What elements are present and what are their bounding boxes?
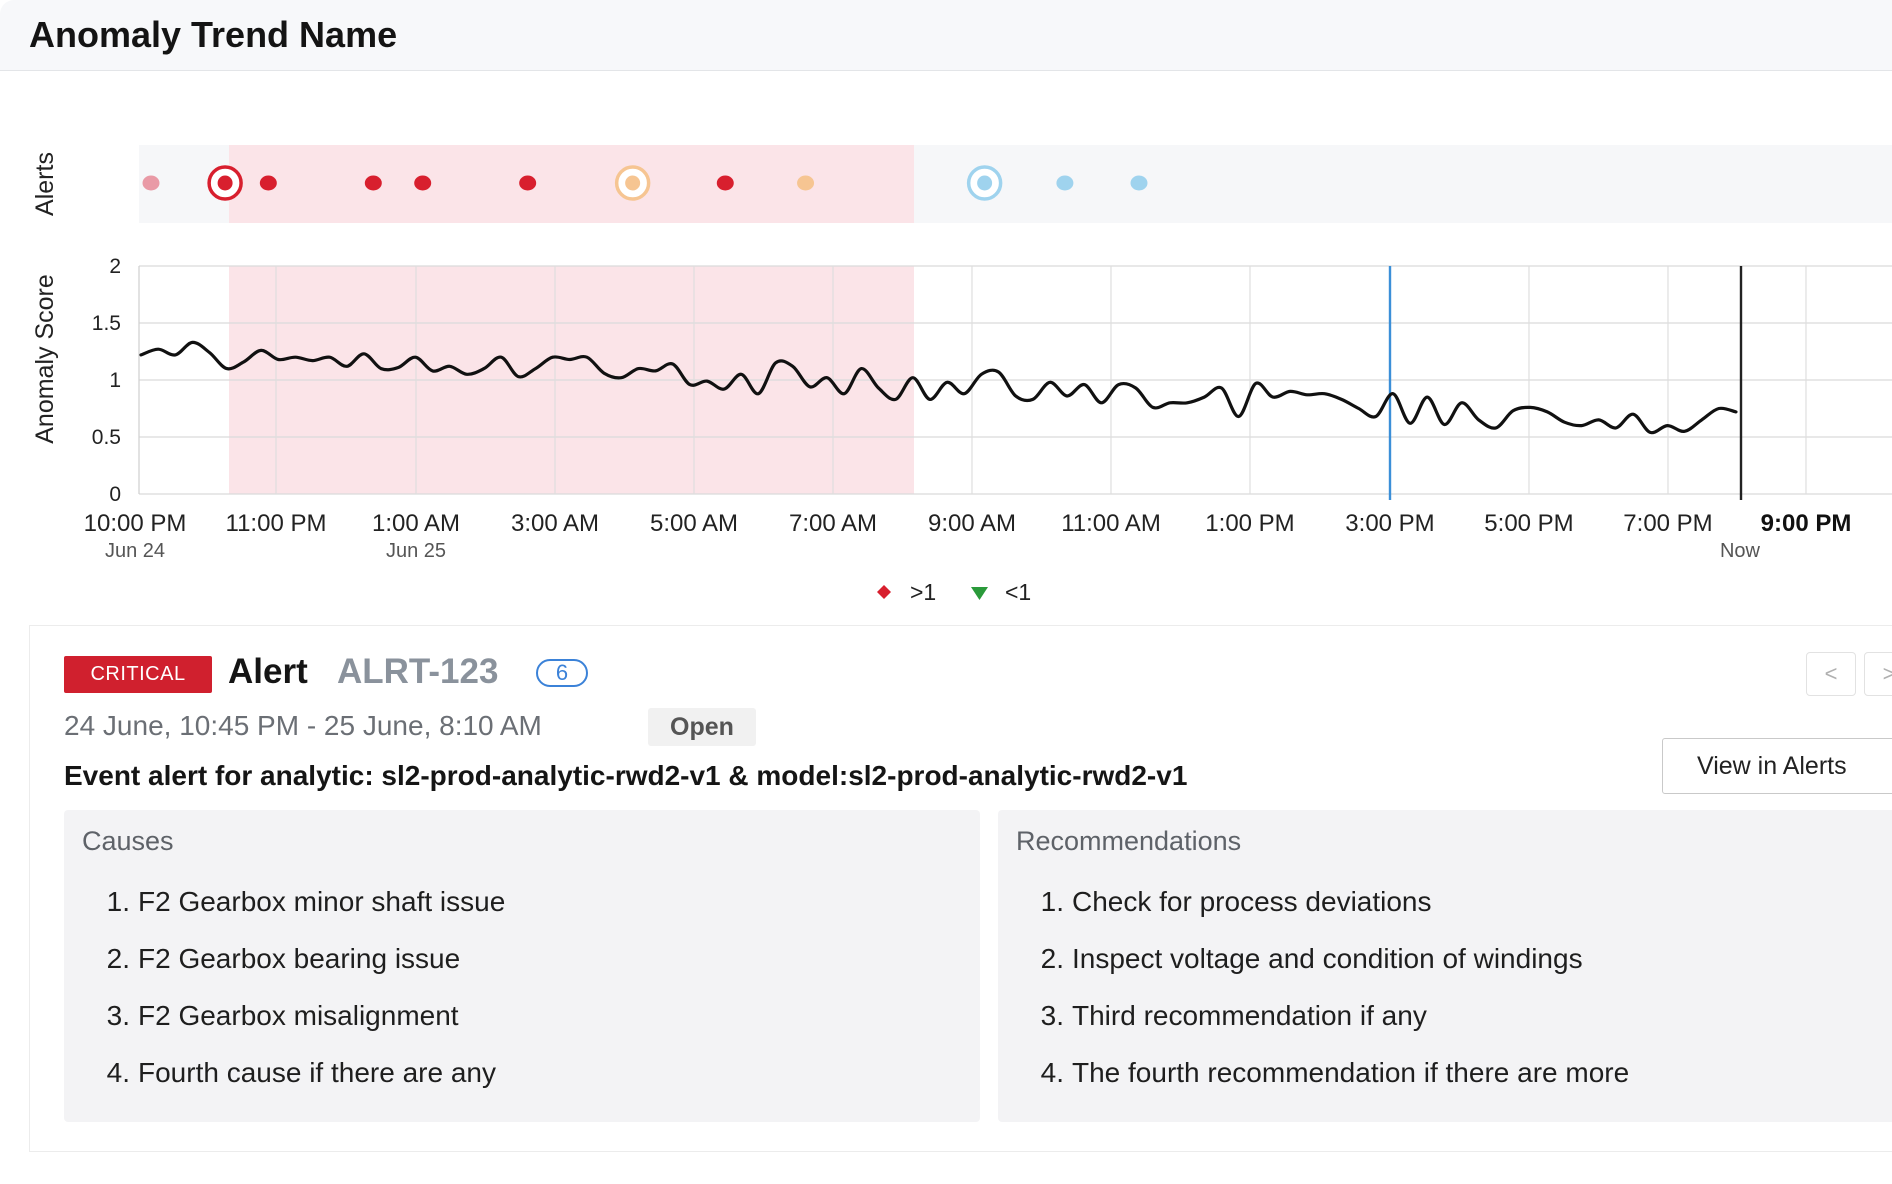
- x-tick-label: 1:00 PM: [1205, 510, 1294, 537]
- list-item: 3. F2 Gearbox misalignment: [106, 1000, 459, 1031]
- list-item: 1. Check for process deviations: [1040, 886, 1432, 917]
- chart-legend: >1 <1: [877, 579, 1031, 605]
- y-tick-label: 0.5: [92, 426, 121, 449]
- severity-badge: CRITICAL: [64, 656, 212, 693]
- alert-detail-card: CRITICAL Alert ALRT-123 6 24 June, 10:45…: [29, 625, 1892, 1152]
- next-alert-button[interactable]: >: [1864, 652, 1892, 696]
- causes-panel: Causes 1. F2 Gearbox minor shaft issue 2.…: [64, 810, 980, 1122]
- x-tick-label: 3:00 PM: [1345, 510, 1434, 537]
- alert-marker-core: [977, 175, 993, 191]
- alert-date-range: 24 June, 10:45 PM - 25 June, 8:10 AM: [64, 710, 542, 741]
- legend-diamond-icon: [877, 585, 891, 599]
- alerts-axis-label: Alerts: [31, 152, 59, 216]
- list-item: 2. Inspect voltage and condition of windi…: [1040, 943, 1583, 974]
- page-header: Anomaly Trend Name: [0, 0, 1892, 71]
- x-subtick-label: Jun 25: [386, 540, 446, 562]
- x-tick-label: 5:00 PM: [1484, 510, 1573, 537]
- chevron-right-icon: >: [1882, 661, 1892, 686]
- event-description: Event alert for analytic: sl2-prod-analy…: [64, 760, 1188, 791]
- y-axis-label: Anomaly Score: [31, 274, 59, 444]
- alert-marker: [142, 175, 160, 191]
- anomaly-score-line: [139, 340, 1738, 435]
- alert-marker: [1056, 175, 1074, 191]
- x-tick-label: 11:00 AM: [1061, 510, 1161, 537]
- x-tick-label: 9:00 AM: [928, 510, 1016, 537]
- alert-marker: [414, 175, 432, 191]
- view-in-alerts-button[interactable]: View in Alerts: [1662, 738, 1892, 794]
- list-item: 4. Fourth cause if there are any: [106, 1057, 496, 1088]
- x-tick-label: 9:00 PM: [1761, 510, 1852, 537]
- legend-above-label: >1: [910, 579, 936, 605]
- legend-below-label: <1: [1005, 579, 1031, 605]
- list-item: 2. F2 Gearbox bearing issue: [106, 943, 461, 974]
- x-tick-label: 3:00 AM: [511, 510, 599, 537]
- y-tick-label: 2: [109, 255, 121, 278]
- alert-marker: [364, 175, 382, 191]
- x-tick-label: 5:00 AM: [650, 510, 738, 537]
- alert-marker-core: [217, 175, 233, 191]
- alert-marker: [1130, 175, 1148, 191]
- list-item: 1. F2 Gearbox minor shaft issue: [106, 886, 506, 917]
- x-tick-label: 11:00 PM: [226, 510, 327, 537]
- x-tick-label: 7:00 AM: [789, 510, 877, 537]
- status-badge: Open: [648, 708, 756, 746]
- list-item: 4. The fourth recommendation if there are…: [1040, 1057, 1630, 1088]
- alert-marker: [797, 175, 815, 191]
- alert-marker: [519, 175, 537, 191]
- y-tick-label: 1.5: [92, 312, 121, 335]
- alert-marker-core: [625, 175, 641, 191]
- recommendations-panel: Recommendations 1. Check for process devi…: [998, 810, 1892, 1122]
- alert-id[interactable]: ALRT-123: [337, 652, 499, 691]
- prev-alert-button[interactable]: <: [1806, 652, 1856, 696]
- alert-count-badge: 6: [536, 659, 588, 687]
- causes-title: Causes: [82, 826, 174, 856]
- legend-triangle-down-icon: [971, 587, 988, 600]
- alert-marker: [716, 175, 734, 191]
- chevron-left-icon: <: [1824, 661, 1838, 686]
- x-subtick-label: Jun 24: [105, 540, 165, 562]
- time-markers: [1388, 266, 1743, 500]
- x-tick-label: 1:00 AM: [372, 510, 460, 537]
- anomaly-trend-chart: Alerts Anomaly Score 0 0.5 1 1.5 2 10:00 PM J…: [31, 145, 1892, 605]
- alert-markers: [142, 165, 1148, 201]
- y-tick-label: 0: [109, 483, 121, 506]
- x-subtick-label: Now: [1720, 540, 1761, 562]
- grid: [138, 265, 1892, 495]
- page-title: Anomaly Trend Name: [29, 14, 398, 55]
- alert-label: Alert: [228, 652, 308, 691]
- x-ticks: 10:00 PM Jun 24 11:00 PM 1:00 AM Jun 25 3:00 …: [84, 510, 1852, 562]
- x-tick-label: 10:00 PM: [84, 510, 187, 537]
- recommendations-title: Recommendations: [1016, 826, 1242, 856]
- y-tick-label: 1: [109, 369, 121, 392]
- list-item: 3. Third recommendation if any: [1040, 1000, 1427, 1031]
- x-tick-label: 7:00 PM: [1623, 510, 1712, 537]
- y-ticks: 0 0.5 1 1.5 2: [92, 255, 121, 506]
- alert-marker: [259, 175, 277, 191]
